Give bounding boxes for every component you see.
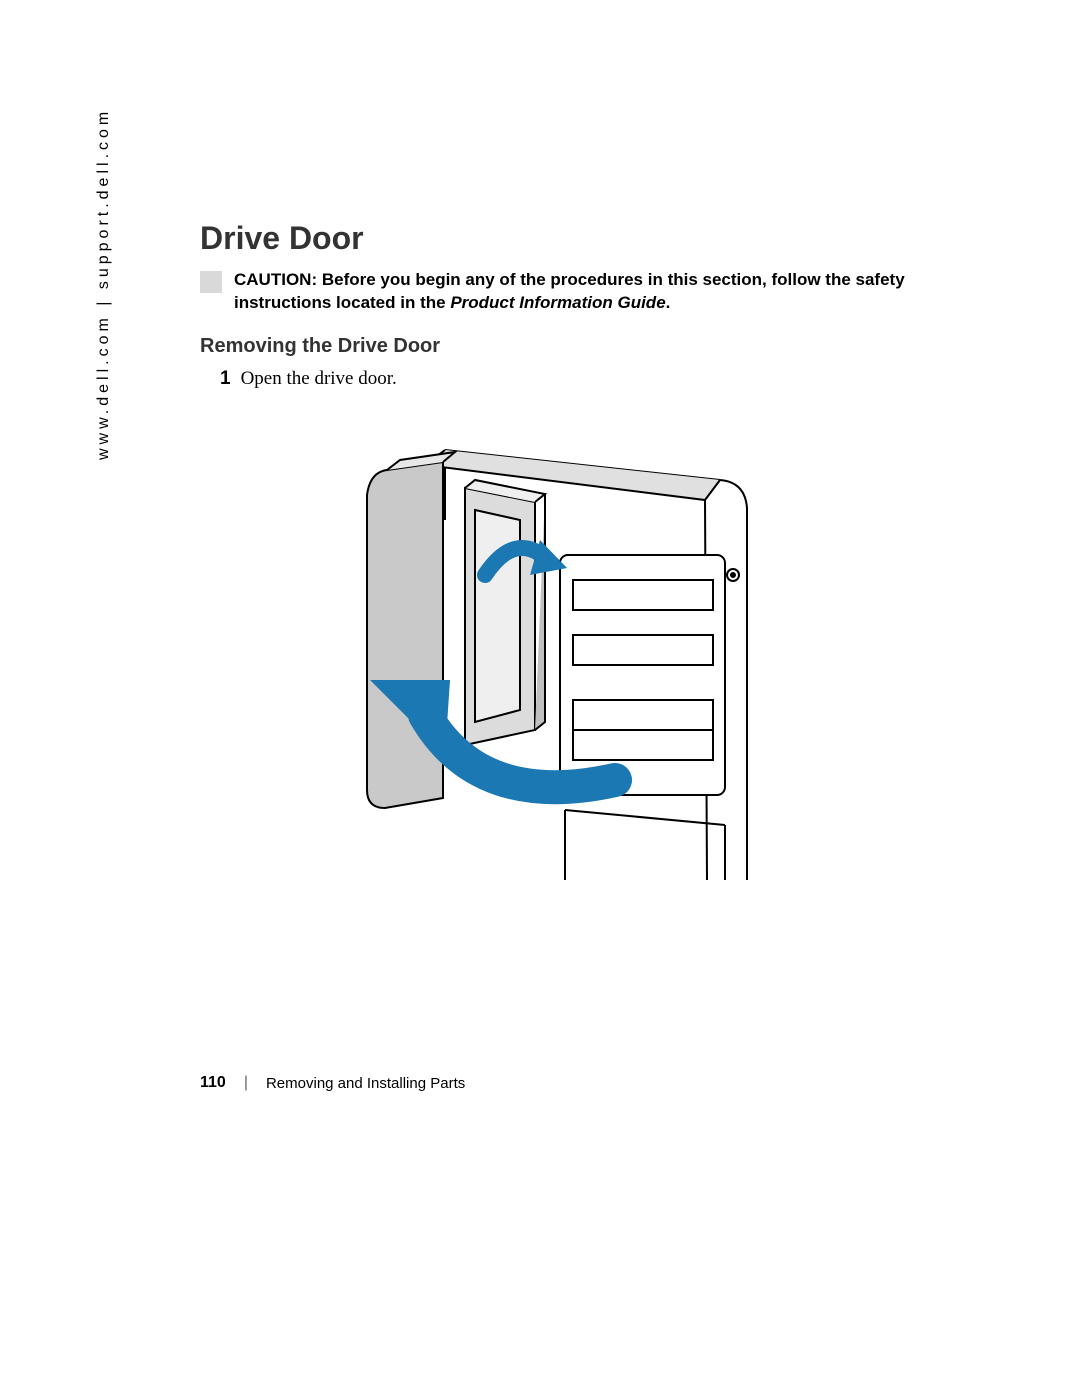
main-heading: Drive Door	[200, 220, 910, 257]
page-footer: 110 | Removing and Installing Parts	[200, 1074, 465, 1092]
page-container: www.dell.com | support.dell.com Drive Do…	[0, 0, 1080, 1397]
caution-icon	[200, 271, 222, 293]
caution-guide: Product Information Guide	[450, 293, 665, 312]
footer-page-number: 110	[200, 1074, 226, 1092]
footer-separator: |	[244, 1074, 248, 1092]
caution-period: .	[666, 293, 671, 312]
step-number: 1	[220, 368, 231, 390]
caution-label: CAUTION:	[234, 270, 317, 289]
step-row: 1 Open the drive door.	[220, 368, 910, 390]
footer-section-title: Removing and Installing Parts	[266, 1075, 465, 1092]
drive-door-svg	[315, 410, 795, 890]
step-text: Open the drive door.	[241, 368, 397, 390]
side-url-text: www.dell.com | support.dell.com	[95, 108, 113, 460]
sub-heading: Removing the Drive Door	[200, 335, 910, 358]
drive-door-figure	[315, 410, 795, 890]
caution-text: CAUTION: Before you begin any of the pro…	[234, 269, 910, 315]
caution-block: CAUTION: Before you begin any of the pro…	[200, 269, 910, 315]
